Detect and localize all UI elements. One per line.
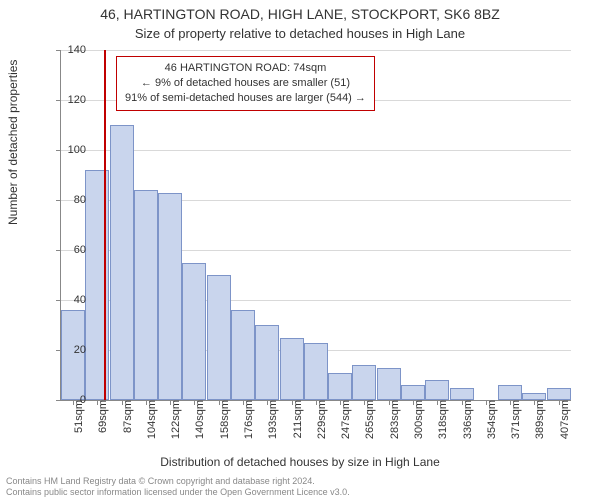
- x-tick-mark: [194, 400, 195, 405]
- x-tick-label: 69sqm: [97, 400, 109, 460]
- x-tick-label: 140sqm: [194, 400, 206, 460]
- x-tick-mark: [510, 400, 511, 405]
- y-tick-label: 20: [46, 344, 86, 356]
- bar: [255, 325, 279, 400]
- annotation-line-3: 91% of semi-detached houses are larger (…: [125, 91, 366, 106]
- x-axis-label: Distribution of detached houses by size …: [0, 455, 600, 469]
- x-tick-mark: [146, 400, 147, 405]
- x-tick-label: 389sqm: [534, 400, 546, 460]
- x-tick-mark: [389, 400, 390, 405]
- x-tick-label: 283sqm: [389, 400, 401, 460]
- bar: [425, 380, 449, 400]
- annotation-box: 46 HARTINGTON ROAD: 74sqm ← 9% of detach…: [116, 56, 375, 111]
- y-tick-label: 60: [46, 244, 86, 256]
- x-tick-label: 193sqm: [267, 400, 279, 460]
- footer-line-1: Contains HM Land Registry data © Crown c…: [6, 476, 350, 487]
- bar: [547, 388, 571, 401]
- bar: [450, 388, 474, 401]
- x-tick-label: 318sqm: [437, 400, 449, 460]
- x-tick-mark: [122, 400, 123, 405]
- footer-text: Contains HM Land Registry data © Crown c…: [6, 476, 350, 498]
- bar: [522, 393, 546, 401]
- x-tick-label: 122sqm: [170, 400, 182, 460]
- annotation-line-2: ← 9% of detached houses are smaller (51): [125, 76, 366, 91]
- y-tick-label: 140: [46, 44, 86, 56]
- chart-container: 46, HARTINGTON ROAD, HIGH LANE, STOCKPOR…: [0, 0, 600, 500]
- x-tick-mark: [462, 400, 463, 405]
- gridline: [61, 50, 571, 51]
- x-tick-label: 407sqm: [559, 400, 571, 460]
- chart-title: 46, HARTINGTON ROAD, HIGH LANE, STOCKPOR…: [0, 6, 600, 22]
- x-tick-label: 247sqm: [340, 400, 352, 460]
- x-tick-label: 265sqm: [364, 400, 376, 460]
- footer-line-2: Contains public sector information licen…: [6, 487, 350, 498]
- x-tick-label: 51sqm: [73, 400, 85, 460]
- x-tick-mark: [437, 400, 438, 405]
- x-tick-mark: [534, 400, 535, 405]
- plot-area: 51sqm69sqm87sqm104sqm122sqm140sqm158sqm1…: [60, 50, 571, 401]
- x-tick-mark: [413, 400, 414, 405]
- x-tick-mark: [219, 400, 220, 405]
- bar: [352, 365, 376, 400]
- annotation-line-1: 46 HARTINGTON ROAD: 74sqm: [125, 61, 366, 76]
- x-tick-label: 336sqm: [462, 400, 474, 460]
- bar: [231, 310, 255, 400]
- bar: [401, 385, 425, 400]
- chart-subtitle: Size of property relative to detached ho…: [0, 26, 600, 41]
- bar: [280, 338, 304, 401]
- bar: [328, 373, 352, 401]
- x-tick-mark: [364, 400, 365, 405]
- y-axis-label: Number of detached properties: [6, 60, 20, 225]
- bar: [207, 275, 231, 400]
- x-tick-mark: [97, 400, 98, 405]
- x-tick-label: 176sqm: [243, 400, 255, 460]
- x-tick-label: 87sqm: [122, 400, 134, 460]
- x-tick-label: 371sqm: [510, 400, 522, 460]
- bar: [134, 190, 158, 400]
- y-tick-label: 0: [46, 394, 86, 406]
- x-tick-mark: [340, 400, 341, 405]
- x-tick-mark: [559, 400, 560, 405]
- x-tick-label: 211sqm: [292, 400, 304, 460]
- x-tick-mark: [316, 400, 317, 405]
- bar: [498, 385, 522, 400]
- y-tick-label: 100: [46, 144, 86, 156]
- marker-line: [104, 50, 106, 400]
- y-tick-label: 120: [46, 94, 86, 106]
- bar: [304, 343, 328, 401]
- x-tick-label: 354sqm: [486, 400, 498, 460]
- y-tick-label: 80: [46, 194, 86, 206]
- x-tick-label: 229sqm: [316, 400, 328, 460]
- x-tick-mark: [292, 400, 293, 405]
- y-tick-label: 40: [46, 294, 86, 306]
- x-tick-label: 158sqm: [219, 400, 231, 460]
- bar: [182, 263, 206, 401]
- x-tick-mark: [486, 400, 487, 405]
- x-tick-mark: [170, 400, 171, 405]
- x-tick-mark: [243, 400, 244, 405]
- bar: [110, 125, 134, 400]
- gridline: [61, 150, 571, 151]
- bar: [158, 193, 182, 401]
- bar: [377, 368, 401, 401]
- x-tick-label: 104sqm: [146, 400, 158, 460]
- x-tick-mark: [267, 400, 268, 405]
- x-tick-label: 300sqm: [413, 400, 425, 460]
